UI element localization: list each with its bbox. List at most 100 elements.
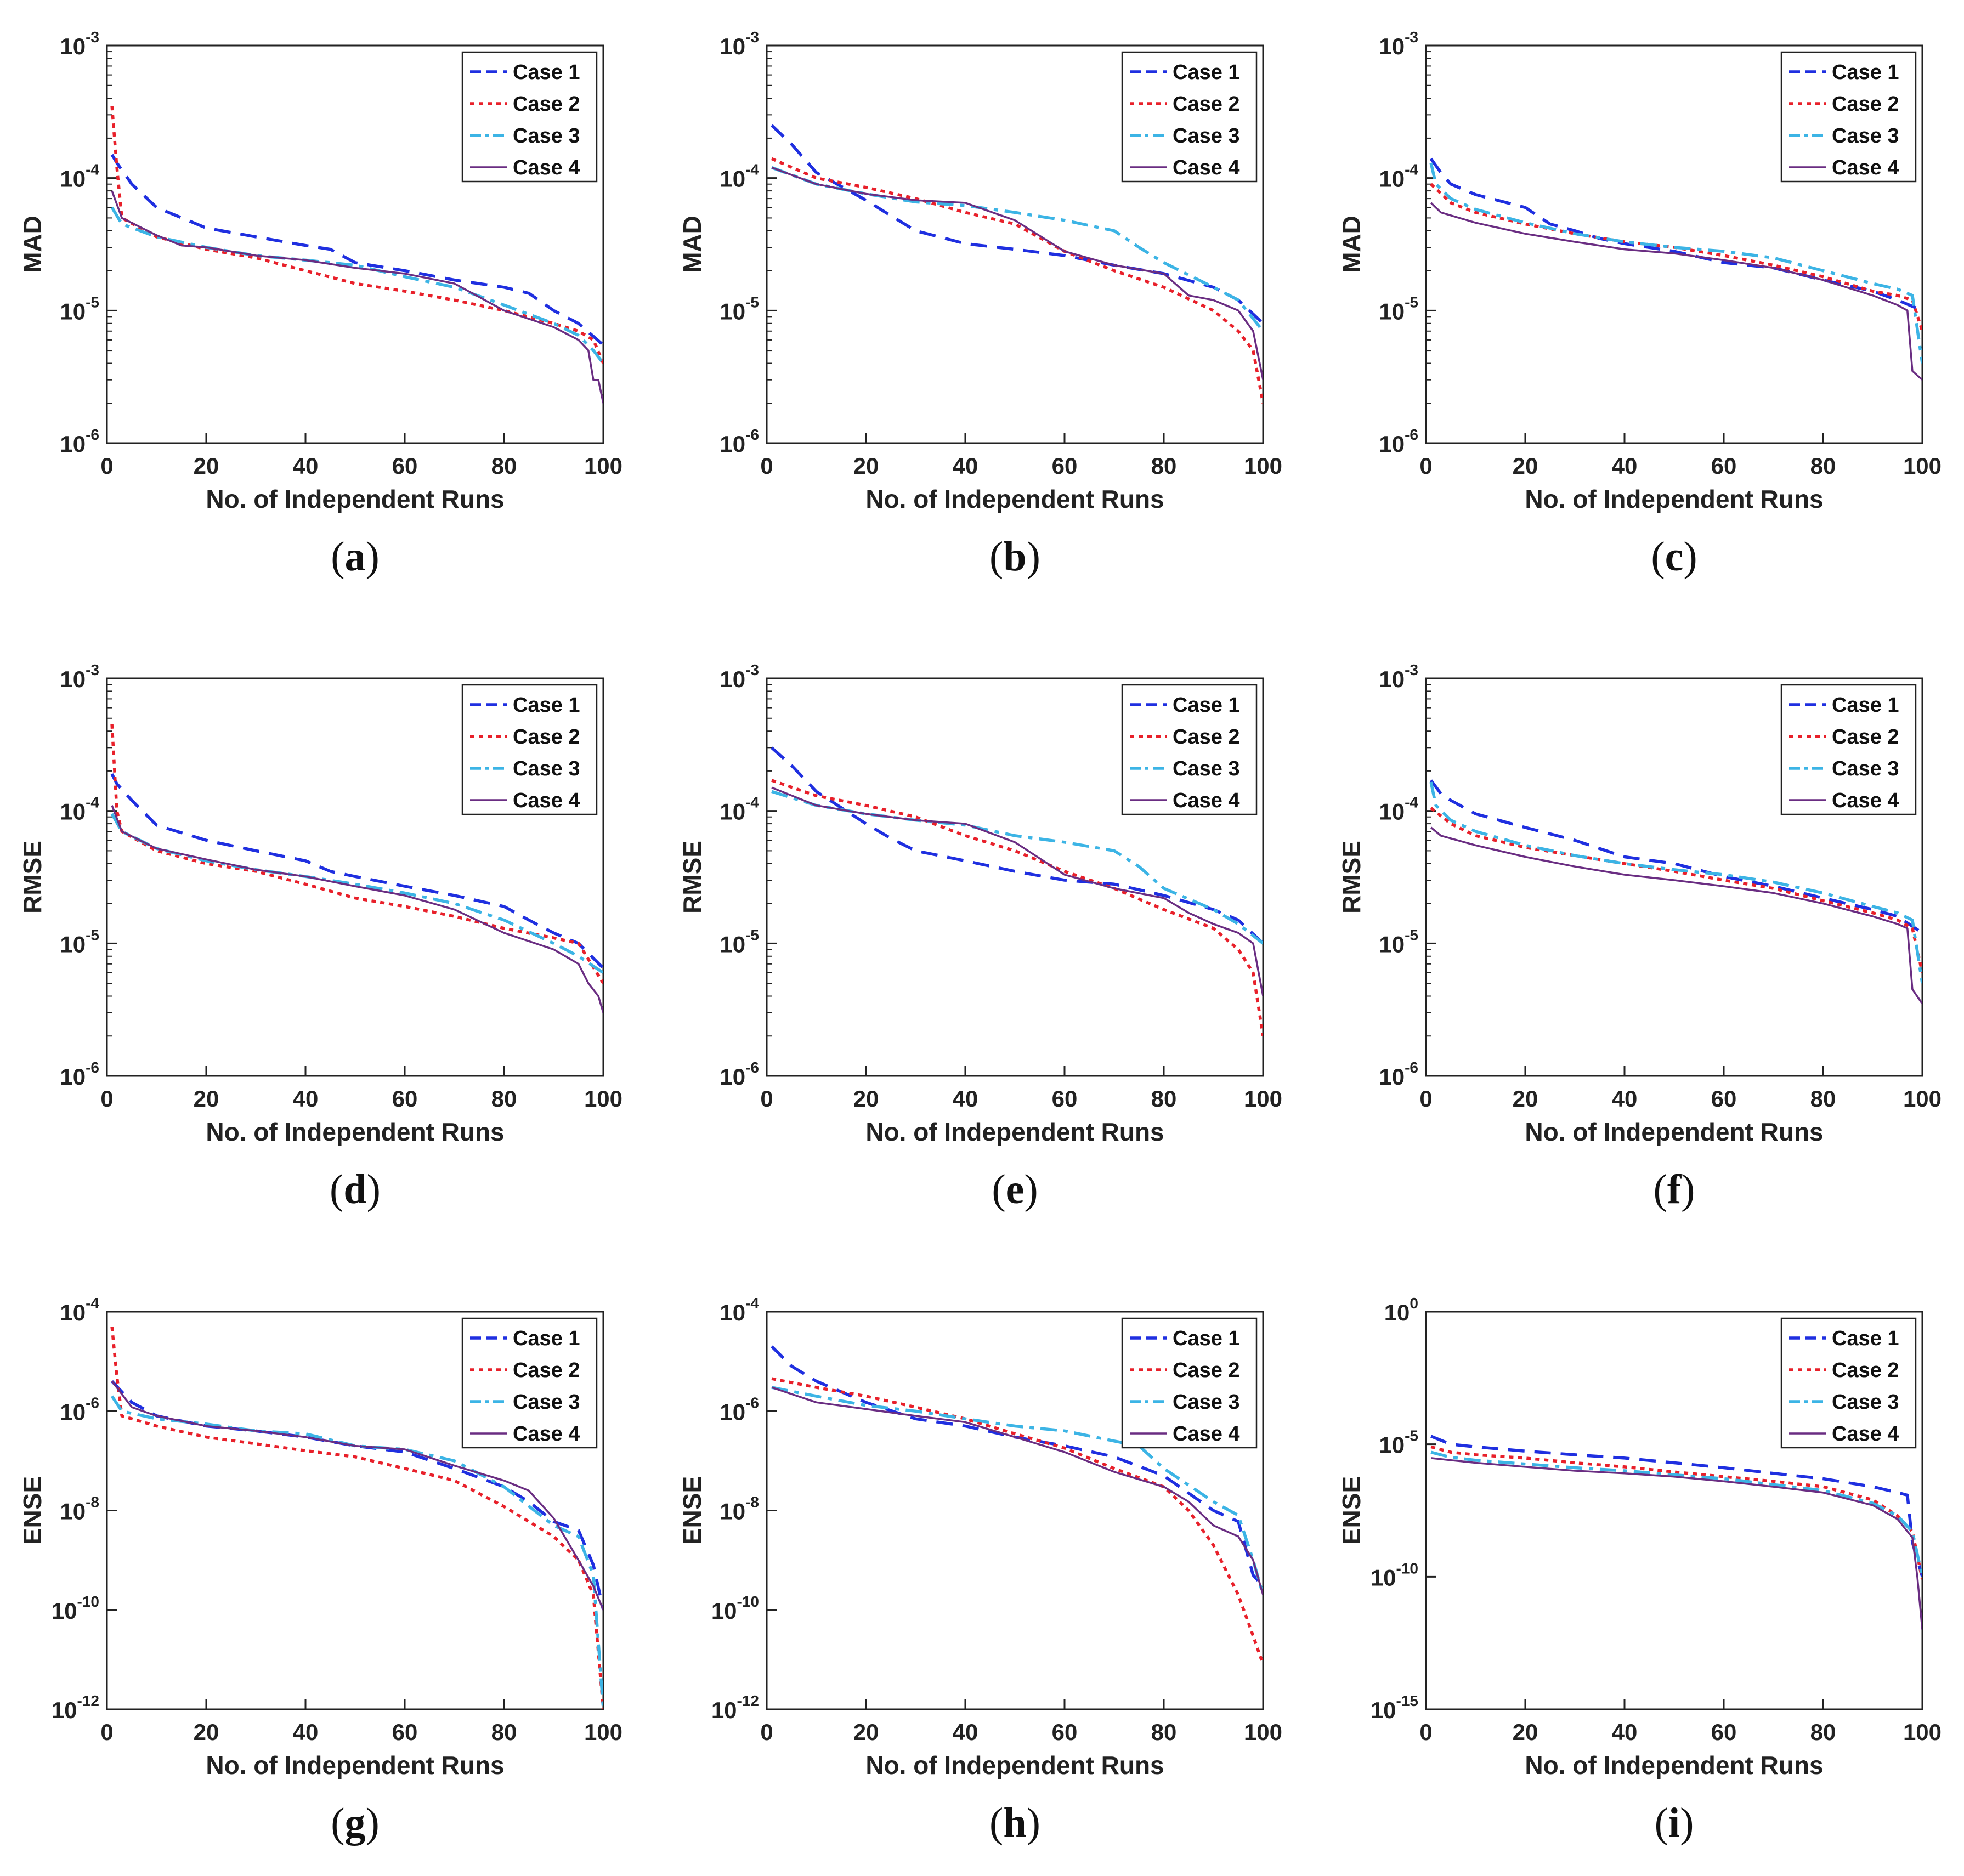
series-line-case-4 [771,166,1263,381]
x-tick-label: 20 [1513,1719,1538,1745]
series-line-case-1 [771,1345,1263,1588]
y-tick-label: 10-5 [720,926,759,957]
legend-label-case-1: Case 1 [513,1327,580,1350]
y-tick-label: 10-4 [60,161,99,192]
legend-label-case-1: Case 1 [1173,61,1240,84]
x-tick-label: 20 [194,1719,219,1745]
x-tick-label: 0 [100,1086,113,1112]
series-line-case-4 [111,805,603,1013]
y-tick-label: 10-4 [720,1295,759,1325]
y-tick-label: 10-4 [60,1295,99,1325]
legend-label-case-1: Case 1 [1173,1327,1240,1350]
x-tick-label: 60 [1052,1086,1078,1112]
series-line-case-3 [1429,162,1922,364]
legend-label-case-3: Case 3 [513,757,580,780]
x-tick-label: 20 [853,453,879,479]
y-tick-label: 10-4 [720,161,759,192]
x-tick-label: 0 [760,1719,773,1745]
y-tick-label: 10-3 [1379,29,1418,59]
x-axis-label: No. of Independent Runs [865,1751,1164,1779]
x-tick-label: 100 [1244,1719,1282,1745]
x-tick-label: 40 [1612,1719,1638,1745]
legend-label-case-4: Case 4 [1832,789,1899,812]
y-tick-label: 10-6 [720,426,759,457]
y-tick-label: 10-6 [60,426,99,457]
legend-box [461,51,598,183]
x-tick-label: 20 [853,1719,879,1745]
x-tick-label: 60 [1052,1719,1078,1745]
series-line-case-2 [1430,1445,1922,1580]
legend-label-case-3: Case 3 [1173,1391,1240,1414]
series-line-case-4 [111,1380,603,1611]
y-tick-label: 10-10 [711,1593,759,1624]
legend-label-case-1: Case 1 [1832,1327,1899,1350]
x-tick-label: 80 [1151,453,1177,479]
x-tick-label: 40 [1612,1086,1638,1112]
x-tick-label: 0 [100,453,113,479]
x-axis-label: No. of Independent Runs [865,485,1164,513]
legend-label-case-3: Case 3 [1173,757,1240,780]
x-axis-label: No. of Independent Runs [865,1118,1164,1146]
legend-label-case-1: Case 1 [1832,61,1899,84]
x-tick-label: 100 [1244,453,1282,479]
legend-label-case-2: Case 2 [1173,93,1240,116]
legend-box [1121,684,1258,815]
x-tick-label: 40 [953,1086,978,1112]
plot-frame [1425,677,1923,1077]
y-tick-label: 10-12 [52,1692,99,1723]
panel-caption: (a) [331,534,380,580]
y-tick-label: 10-5 [1379,293,1418,324]
x-tick-label: 40 [1612,453,1638,479]
legend-label-case-2: Case 2 [1173,1359,1240,1382]
legend-box [1780,1317,1917,1449]
series-line-case-4 [1430,826,1922,1005]
series-line-case-3 [771,790,1263,945]
legend-label-case-4: Case 4 [1173,156,1240,179]
panel-caption: (e) [992,1166,1038,1212]
y-tick-label: 10-3 [60,661,99,692]
y-axis-label: RMSE [678,841,706,914]
plot-frame [766,44,1264,444]
y-tick-label: 10-5 [60,293,99,324]
legend-label-case-3: Case 3 [1173,124,1240,148]
y-tick-label: 10-8 [60,1494,99,1524]
x-tick-label: 100 [584,1719,622,1745]
panel-caption: (c) [1651,534,1697,580]
plot-frame [766,677,1264,1077]
series-line-case-3 [1429,781,1922,984]
legend-label-case-2: Case 2 [513,93,580,116]
series-line-case-3 [771,1386,1263,1596]
x-tick-label: 80 [1151,1719,1177,1745]
y-axis-label: ENSE [18,1476,47,1545]
x-tick-label: 80 [491,1719,517,1745]
legend-label-case-3: Case 3 [1832,124,1899,148]
x-tick-label: 60 [1052,453,1078,479]
legend-label-case-4: Case 4 [1173,1422,1240,1446]
x-tick-label: 40 [953,453,978,479]
panel-caption: (f) [1654,1166,1695,1212]
panel-caption: (d) [330,1166,381,1212]
y-tick-label: 10-3 [1379,661,1418,692]
x-axis-label: No. of Independent Runs [1525,1118,1823,1146]
series-line-case-2 [771,779,1263,1036]
y-tick-label: 100 [1384,1295,1418,1325]
series-line-case-1 [1429,779,1922,934]
x-tick-label: 40 [953,1719,978,1745]
legend-label-case-2: Case 2 [513,1359,580,1382]
chart-panel-c: 10-6 10-5 10-4 10-3 0 20 40 60 80 100 No. of Indep… [1337,29,1942,580]
chart-panel-h: 10-12 10-10 10-8 10-6 10-4 0 20 40 60 80 100 No. of… [678,1295,1282,1846]
x-tick-label: 0 [100,1719,113,1745]
x-tick-label: 40 [293,1719,319,1745]
series-line-case-1 [110,154,603,347]
y-tick-label: 10-6 [1379,1059,1418,1090]
legend-label-case-3: Case 3 [1832,1391,1899,1414]
x-tick-label: 100 [584,1086,622,1112]
y-tick-label: 10-4 [60,794,99,825]
series-line-case-1 [1430,1435,1922,1578]
legend-box [461,684,598,815]
y-tick-label: 10-6 [720,1394,759,1425]
panel-caption: (g) [331,1800,380,1846]
legend-label-case-2: Case 2 [1832,726,1899,749]
plot-frame [1425,1311,1923,1710]
y-tick-label: 10-6 [1379,426,1418,457]
